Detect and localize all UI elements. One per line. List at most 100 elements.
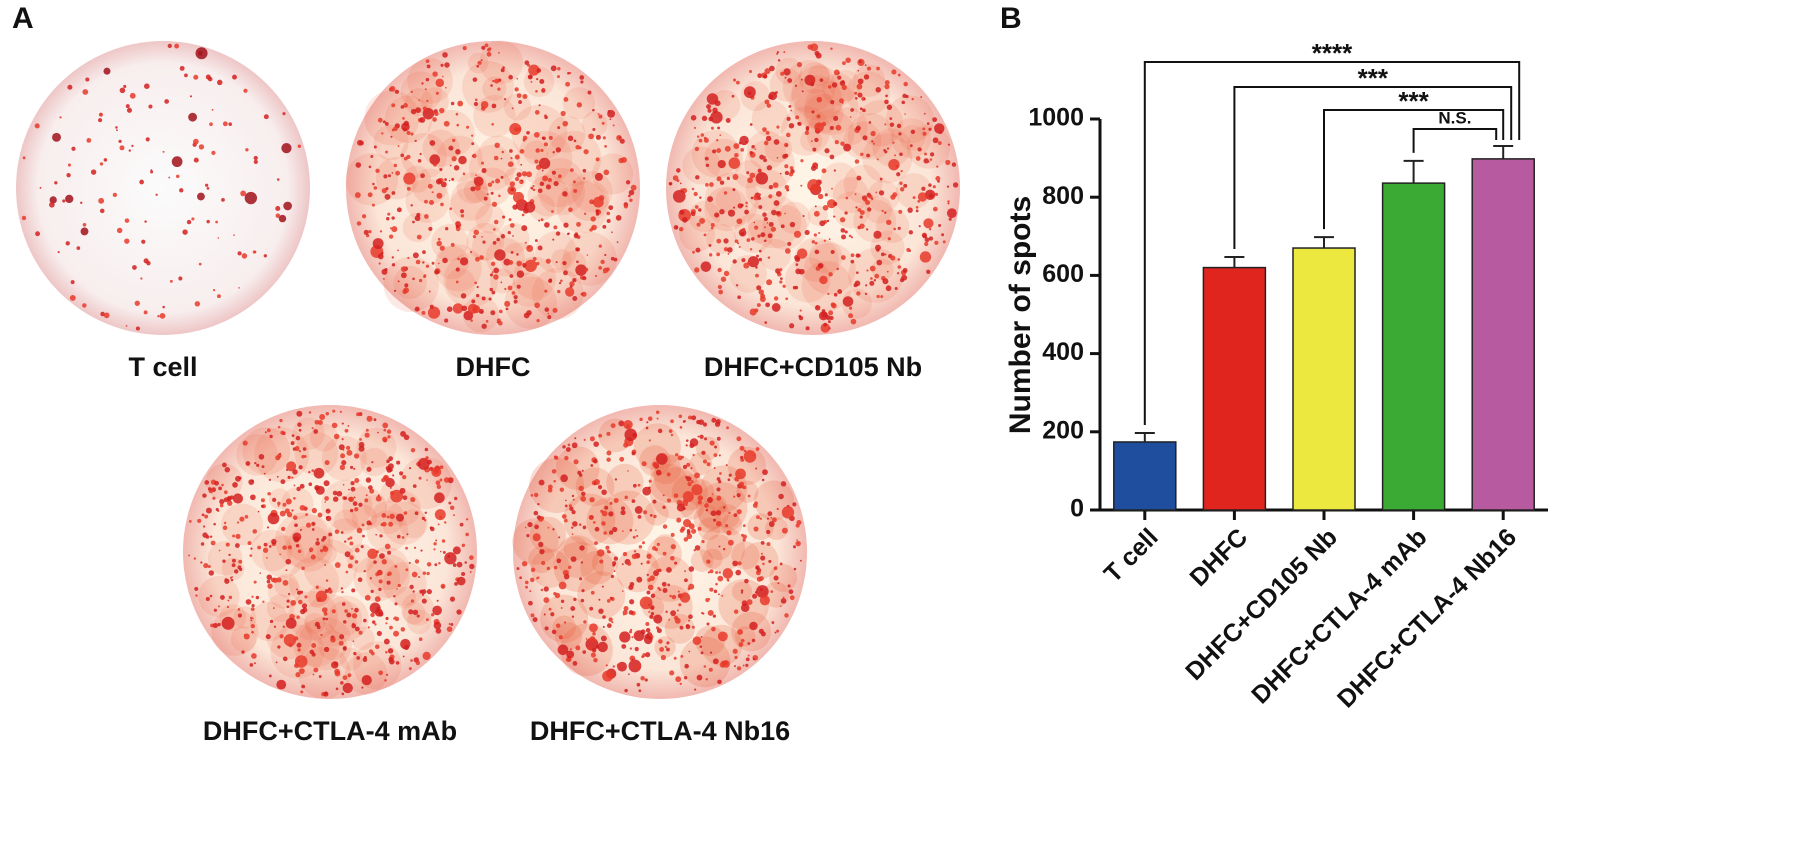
spot	[755, 570, 761, 576]
spot	[732, 174, 739, 180]
spot	[563, 573, 570, 580]
spot	[536, 68, 542, 73]
spot	[759, 595, 770, 606]
spot	[410, 204, 413, 207]
spot	[480, 59, 483, 62]
spot	[457, 257, 460, 261]
spot	[598, 114, 603, 119]
spot	[485, 319, 489, 323]
spot	[694, 472, 701, 479]
spot	[382, 277, 385, 280]
spot	[227, 599, 230, 602]
spot	[408, 667, 412, 671]
spot	[310, 554, 316, 560]
spot	[537, 245, 543, 251]
spot	[455, 149, 461, 155]
spot	[264, 431, 267, 434]
spot	[534, 159, 539, 164]
well: T cell	[16, 41, 310, 382]
spot	[747, 177, 753, 184]
spot	[565, 287, 575, 297]
spot	[251, 653, 257, 659]
spot	[551, 210, 554, 213]
spot	[785, 297, 789, 301]
spot	[588, 515, 593, 520]
spot	[450, 623, 454, 626]
spot	[80, 227, 89, 236]
spot	[592, 521, 596, 524]
spot	[735, 284, 739, 287]
spot	[342, 675, 348, 680]
well-haze	[528, 194, 556, 221]
spot	[560, 599, 565, 603]
spot	[368, 165, 372, 169]
spot	[410, 132, 414, 136]
spot	[601, 585, 604, 588]
spot	[818, 180, 821, 183]
spot	[534, 524, 539, 530]
spot	[424, 214, 429, 219]
spot	[936, 165, 939, 168]
spot	[358, 502, 363, 507]
spot	[690, 115, 697, 121]
spot	[453, 514, 455, 517]
spot	[757, 73, 763, 79]
spot	[947, 143, 950, 146]
spot	[355, 162, 362, 168]
spot	[402, 495, 408, 501]
spot	[408, 561, 411, 564]
well-haze	[435, 245, 469, 280]
spot	[550, 65, 557, 72]
spot	[537, 502, 540, 506]
spot	[576, 260, 579, 264]
spot	[406, 186, 411, 191]
spot	[292, 532, 302, 542]
spot	[656, 569, 659, 572]
spot	[103, 67, 111, 75]
spot	[448, 623, 451, 626]
spot	[638, 689, 642, 693]
spot	[354, 607, 359, 613]
spot	[687, 587, 691, 591]
spot	[850, 236, 853, 239]
spot	[928, 228, 932, 231]
well-haze	[782, 60, 836, 113]
spot	[433, 542, 437, 546]
spot	[770, 590, 774, 594]
spot	[278, 214, 287, 223]
spot	[581, 469, 584, 472]
spot	[350, 486, 356, 492]
spot	[123, 84, 127, 89]
spot	[399, 471, 404, 476]
spot	[378, 579, 383, 584]
spot	[343, 496, 348, 500]
well-haze	[401, 132, 447, 179]
well-haze	[304, 594, 357, 647]
spot	[705, 183, 709, 187]
spot	[609, 118, 612, 121]
spot	[384, 679, 387, 682]
spot	[426, 571, 430, 576]
spot	[835, 124, 842, 131]
spot	[256, 463, 260, 467]
spot	[354, 192, 361, 199]
spot	[558, 536, 561, 539]
spot	[266, 574, 273, 580]
spot	[578, 523, 582, 527]
spot	[746, 599, 753, 606]
spot	[367, 548, 378, 559]
spot	[848, 234, 852, 238]
spot	[878, 190, 885, 196]
spot	[926, 269, 931, 274]
spot	[339, 464, 346, 471]
spot	[377, 117, 383, 123]
spot	[827, 85, 832, 89]
spot	[646, 553, 652, 559]
spot	[777, 59, 781, 62]
spot	[906, 247, 911, 252]
spot	[642, 653, 647, 657]
spot	[372, 238, 384, 249]
spot	[624, 495, 628, 500]
spot	[839, 80, 846, 86]
spot	[302, 447, 307, 451]
